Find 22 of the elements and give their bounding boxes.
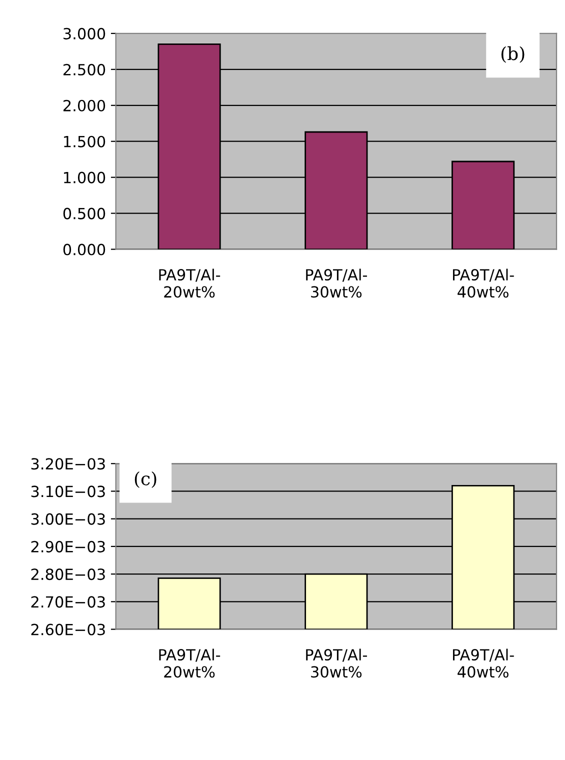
y-tick-label: 2.90E−03 [31, 540, 105, 552]
annotation: (b) [501, 46, 524, 63]
y-tick-label: 2.60E−03 [31, 624, 105, 636]
x-tick-label: PA9T/Al-20wt% [159, 648, 220, 678]
y-tick-label: 0.500 [63, 208, 106, 220]
y-tick-label: 2.80E−03 [31, 568, 105, 580]
annotation: (c) [134, 471, 156, 488]
x-tick-label: PA9T/Al-40wt% [453, 268, 514, 298]
y-tick-label: 2.000 [63, 100, 106, 112]
y-tick-label: 0.000 [63, 244, 106, 256]
x-tick-label: PA9T/Al-20wt% [159, 268, 220, 298]
y-tick-label: 3.000 [64, 28, 106, 40]
y-tick-label: 2.500 [63, 64, 106, 76]
y-tick-label: 3.10E−03 [31, 486, 105, 498]
y-tick-label: 2.70E−03 [31, 596, 105, 608]
x-tick-label: PA9T/Al-40wt% [453, 648, 514, 678]
y-tick-label: 3.00E−03 [31, 513, 105, 525]
x-tick-label: PA9T/Al-30wt% [306, 268, 367, 298]
y-tick-label: 1.000 [64, 172, 106, 184]
y-tick-label: 1.500 [64, 136, 106, 148]
y-tick-label: 3.20E−03 [31, 458, 105, 470]
x-tick-label: PA9T/Al-30wt% [306, 648, 367, 678]
